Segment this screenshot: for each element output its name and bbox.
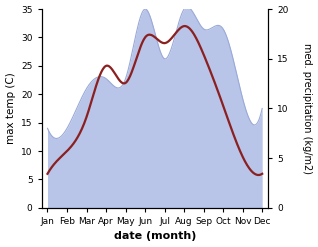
X-axis label: date (month): date (month) xyxy=(114,231,196,242)
Y-axis label: max temp (C): max temp (C) xyxy=(5,73,16,144)
Y-axis label: med. precipitation (kg/m2): med. precipitation (kg/m2) xyxy=(302,43,313,174)
